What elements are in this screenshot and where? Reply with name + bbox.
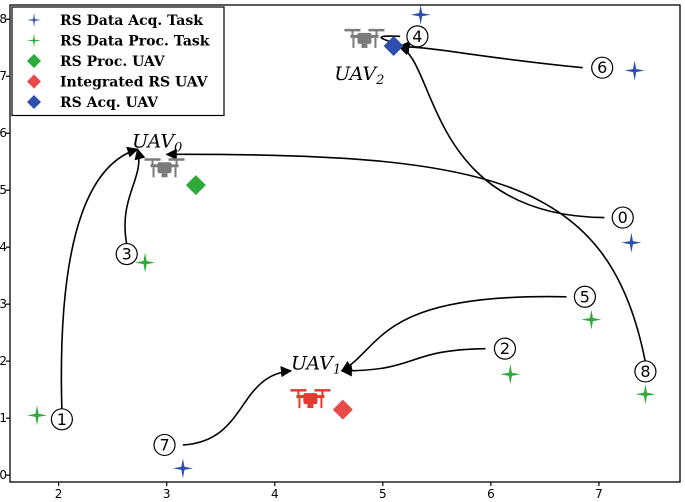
x-tick-label-6: 6 xyxy=(487,487,495,501)
task-7-label: 7 xyxy=(153,433,176,457)
proc-task-star-0 xyxy=(27,405,48,426)
svg-text:6: 6 xyxy=(597,58,607,77)
arrow-task-1 xyxy=(60,146,139,410)
arrow-task-3 xyxy=(124,148,146,245)
axes-frame xyxy=(9,4,681,483)
proc-task-star-4 xyxy=(635,384,656,405)
acq-task-star-1 xyxy=(624,60,645,81)
legend-marker-2 xyxy=(27,54,41,68)
legend-marker-3 xyxy=(27,74,41,89)
arrow-task-6 xyxy=(397,41,583,69)
assignment-arrows xyxy=(60,35,647,446)
legend-marker-1 xyxy=(27,33,41,48)
x-tick-label-2: 2 xyxy=(55,487,63,501)
arrow-task-7 xyxy=(182,366,293,446)
uav2-drone-icon xyxy=(344,28,385,48)
x-tick-label-4: 4 xyxy=(271,487,279,501)
arrow-task-0 xyxy=(397,44,605,219)
uav0-diamond xyxy=(185,175,206,196)
task-2-label: 2 xyxy=(493,337,517,360)
y-tick-label-8: 8 xyxy=(0,12,7,26)
acq-task-star-0 xyxy=(410,4,431,25)
data-markers xyxy=(27,4,656,479)
svg-text:4: 4 xyxy=(412,27,422,46)
arrow-task-8 xyxy=(165,148,647,363)
task-labels: 0 1 2 3 4 5 6 7 8 xyxy=(50,25,657,457)
legend-label-0: RS Data Acq. Task xyxy=(60,13,203,29)
task-4-label: 4 xyxy=(406,25,429,48)
proc-task-star-2 xyxy=(500,364,521,385)
uav2-label: UAV2 xyxy=(334,63,384,88)
legend-marker-0 xyxy=(27,13,41,27)
arrow-task-5 xyxy=(340,295,567,372)
svg-text:8: 8 xyxy=(640,362,650,381)
y-tick-label-7: 7 xyxy=(0,69,7,83)
task-5-label: 5 xyxy=(573,285,597,308)
uav2-diamond xyxy=(383,36,404,57)
svg-text:5: 5 xyxy=(580,287,590,306)
legend-marker-4 xyxy=(27,95,41,109)
svg-text:2: 2 xyxy=(500,339,510,358)
uav-layer: UAV0 UAV1 UAV2 xyxy=(132,28,404,420)
y-tick-label-1: 1 xyxy=(0,411,7,425)
svg-text:3: 3 xyxy=(122,245,132,264)
legend-label-3: Integrated RS UAV xyxy=(60,75,209,91)
task-1-label: 1 xyxy=(50,408,73,431)
uav1-drone-icon xyxy=(290,389,331,409)
y-tick-label-0: 0 xyxy=(0,468,7,482)
uav0-drone-icon xyxy=(144,158,185,178)
x-tick-label-3: 3 xyxy=(163,487,171,501)
y-tick-label-3: 3 xyxy=(0,297,7,311)
proc-task-star-1 xyxy=(135,252,156,273)
arrow-task-2 xyxy=(340,347,486,377)
svg-text:1: 1 xyxy=(57,410,67,429)
legend-label-4: RS Acq. UAV xyxy=(60,95,159,111)
y-tick-label-6: 6 xyxy=(0,126,7,140)
acq-task-star-2 xyxy=(621,232,642,253)
svg-text:7: 7 xyxy=(159,435,169,454)
proc-task-star-3 xyxy=(581,309,602,330)
svg-text:0: 0 xyxy=(618,208,628,227)
task-6-label: 6 xyxy=(591,56,614,79)
y-tick-label-4: 4 xyxy=(0,240,7,254)
uav0-label: UAV0 xyxy=(132,130,182,155)
task-8-label: 8 xyxy=(634,360,657,383)
x-tick-label-7: 7 xyxy=(595,487,603,501)
uav1-label: UAV1 xyxy=(291,353,341,378)
x-tick-label-5: 5 xyxy=(379,487,387,501)
legend-label-2: RS Proc. UAV xyxy=(60,54,166,70)
axes: 2 3 4 5 6 7 0 1 2 3 4 5 6 7 8 xyxy=(0,4,681,501)
task-0-label: 0 xyxy=(611,206,634,229)
acq-task-star-3 xyxy=(172,458,193,479)
legend: RS Data Acq. Task RS Data Proc. Task RS Pr… xyxy=(11,6,225,117)
task-3-label: 3 xyxy=(115,242,138,266)
legend-label-1: RS Data Proc. Task xyxy=(60,34,210,50)
y-tick-label-2: 2 xyxy=(0,354,7,368)
legend-box xyxy=(11,6,225,117)
uav1-diamond xyxy=(332,399,353,420)
y-tick-label-5: 5 xyxy=(0,183,7,197)
